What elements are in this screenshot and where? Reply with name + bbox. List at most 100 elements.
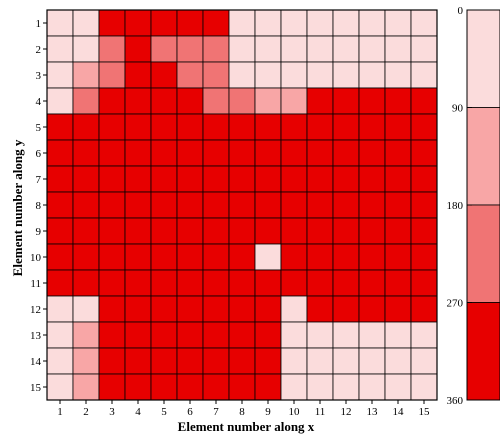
y-tick-label: 5 [36, 122, 42, 134]
heatmap-cell [358, 35, 386, 63]
heatmap-cell [228, 9, 256, 37]
y-tick-label: 1 [36, 18, 42, 30]
heatmap-cell [150, 87, 178, 115]
heatmap-cell [124, 243, 152, 271]
x-tick-labels: 1 2 3 4 5 6 7 8 9 10 11 12 13 14 15 [57, 400, 430, 418]
heatmap-cell [358, 269, 386, 297]
heatmap-cell [280, 139, 308, 167]
heatmap-cell [358, 87, 386, 115]
heatmap-cell [98, 87, 126, 115]
heatmap-cell [150, 35, 178, 63]
y-tick-label: 15 [30, 382, 42, 394]
heatmap-cell [306, 113, 334, 141]
heatmap-cell [124, 295, 152, 323]
heatmap-cell [410, 87, 438, 115]
heatmap-cell [254, 113, 282, 141]
colorbar-tick-label: 360 [447, 395, 464, 407]
colorbar-segment [466, 9, 500, 108]
heatmap-cell [202, 87, 230, 115]
heatmap-cell [228, 113, 256, 141]
y-axis-label: Element number along y [10, 139, 25, 276]
heatmap-cell [410, 139, 438, 167]
heatmap-cell [150, 139, 178, 167]
heatmap-cell [98, 373, 126, 401]
heatmap-cell [358, 9, 386, 37]
heatmap-cell [358, 321, 386, 349]
heatmap-cell [332, 295, 360, 323]
heatmap-cell [228, 35, 256, 63]
heatmap-cell [228, 191, 256, 219]
heatmap-cell [150, 321, 178, 349]
heatmap-cell [332, 9, 360, 37]
heatmap-cell [332, 243, 360, 271]
heatmap-cell [98, 347, 126, 375]
heatmap-cell [176, 165, 204, 193]
colorbar-segment [466, 204, 500, 303]
heatmap-cell [46, 61, 74, 89]
heatmap-cell [410, 321, 438, 349]
y-tick-label: 14 [30, 356, 42, 368]
heatmap-cell [72, 35, 100, 63]
heatmap-grid [46, 9, 438, 401]
y-tick-label: 12 [30, 304, 41, 316]
heatmap-cell [72, 139, 100, 167]
heatmap-cell [306, 217, 334, 245]
heatmap-cell [332, 217, 360, 245]
heatmap-cell [46, 9, 74, 37]
heatmap-cell [202, 165, 230, 193]
x-tick-label: 13 [367, 406, 379, 418]
heatmap-cell [410, 61, 438, 89]
heatmap-cell [124, 113, 152, 141]
heatmap-cell [358, 165, 386, 193]
x-axis-label: Element number along x [178, 419, 315, 434]
heatmap-cell [280, 9, 308, 37]
heatmap-cell [254, 87, 282, 115]
heatmap-cell [150, 191, 178, 219]
heatmap-cell [332, 165, 360, 193]
heatmap-cell [124, 347, 152, 375]
heatmap-cell [332, 113, 360, 141]
heatmap-cell [72, 191, 100, 219]
y-tick-label: 4 [36, 96, 42, 108]
heatmap-cell [228, 347, 256, 375]
heatmap-cell [124, 191, 152, 219]
heatmap-cell [306, 347, 334, 375]
heatmap-cell [254, 269, 282, 297]
heatmap-cell [306, 61, 334, 89]
heatmap-cell [384, 61, 412, 89]
heatmap-cell [72, 61, 100, 89]
heatmap-cell [280, 113, 308, 141]
heatmap-cell [358, 139, 386, 167]
heatmap-cell [332, 139, 360, 167]
heatmap-cell [176, 269, 204, 297]
heatmap-cell [150, 165, 178, 193]
heatmap-cell [176, 113, 204, 141]
heatmap-cell [228, 139, 256, 167]
heatmap-cell [98, 217, 126, 245]
heatmap-cell [176, 35, 204, 63]
heatmap-cell [280, 87, 308, 115]
heatmap-cell [98, 35, 126, 63]
heatmap-cell [46, 165, 74, 193]
heatmap-cell [124, 269, 152, 297]
heatmap-cell [332, 61, 360, 89]
heatmap-cell [46, 139, 74, 167]
heatmap-cell [306, 165, 334, 193]
heatmap-cell [46, 295, 74, 323]
heatmap-cell [124, 9, 152, 37]
heatmap-cell [410, 295, 438, 323]
heatmap-cell [202, 9, 230, 37]
heatmap-cell [254, 243, 282, 271]
heatmap-cell [228, 321, 256, 349]
heatmap-cell [254, 165, 282, 193]
x-tick-label: 8 [239, 406, 245, 418]
heatmap-cell [254, 373, 282, 401]
x-tick-label: 7 [213, 406, 219, 418]
heatmap-cell [306, 321, 334, 349]
heatmap-cell [280, 243, 308, 271]
heatmap-cell [98, 243, 126, 271]
heatmap-cell [410, 191, 438, 219]
heatmap-cell [358, 243, 386, 271]
heatmap-cell [202, 295, 230, 323]
